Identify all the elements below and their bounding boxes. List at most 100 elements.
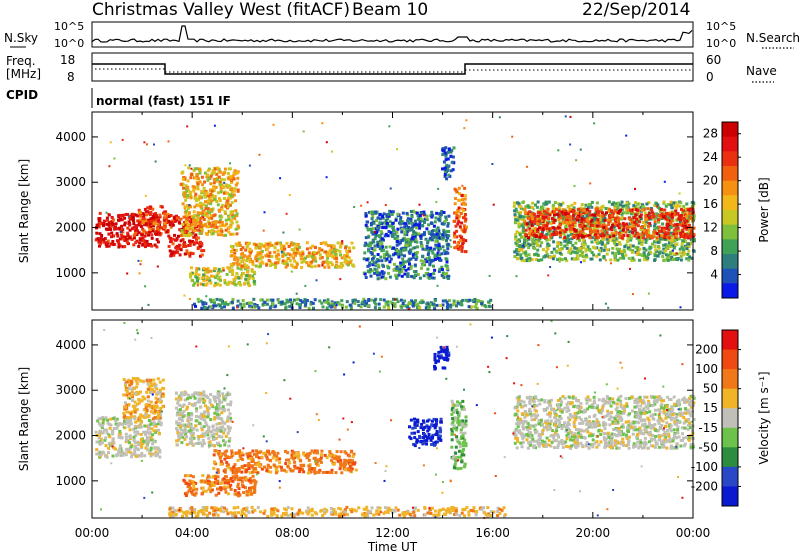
power-cell (415, 240, 419, 244)
power-cell (552, 240, 556, 244)
power-cell (561, 217, 565, 221)
power-cell (197, 228, 201, 232)
power-speckle (144, 285, 147, 288)
power-cell (439, 258, 443, 262)
power-cell (603, 243, 607, 247)
velocity-cell (108, 426, 112, 430)
power-cell (400, 230, 404, 234)
power-cell (365, 258, 369, 262)
power-cell (449, 150, 453, 154)
power-speckle (388, 125, 391, 128)
power-cell (653, 245, 657, 248)
power-cell (226, 196, 230, 200)
power-cell (588, 213, 592, 217)
velocity-cell (159, 423, 163, 427)
velocity-cell (149, 438, 153, 442)
power-cell (531, 201, 535, 205)
power-cell (299, 257, 303, 261)
velocity-cell (146, 437, 150, 441)
power-cell (377, 265, 381, 269)
velocity-cell (158, 455, 162, 459)
power-cell (197, 213, 200, 217)
power-cell (545, 211, 549, 215)
power-cell (202, 279, 206, 283)
velocity-cell (143, 397, 147, 401)
power-cell (234, 199, 237, 203)
velocity-cell (145, 403, 149, 407)
power-cell (276, 261, 280, 265)
velocity-cell (114, 447, 117, 451)
power-cell (460, 194, 464, 198)
power-cell (565, 246, 569, 250)
power-cell (611, 223, 615, 227)
power-cell (620, 250, 624, 253)
power-cell (449, 303, 453, 307)
power-cell (575, 247, 579, 251)
power-cell (374, 234, 378, 238)
velocity-cell (185, 407, 189, 411)
power-cell (257, 306, 261, 310)
power-cell (290, 248, 294, 252)
power-speckle (449, 239, 452, 242)
power-cell (208, 211, 212, 215)
power-speckle (108, 165, 111, 168)
power-speckle (263, 211, 266, 214)
velocity-cell (141, 395, 145, 399)
power-cell (410, 274, 414, 278)
power-cell (132, 213, 136, 216)
power-cell (529, 217, 533, 221)
velocity-cell (127, 396, 130, 400)
velocity-cell (145, 435, 149, 439)
power-cell (677, 217, 681, 221)
velocity-cell (126, 421, 130, 425)
power-cell (387, 214, 391, 218)
power-cell (552, 233, 556, 237)
power-cell (157, 219, 161, 222)
power-cell (210, 216, 214, 220)
power-cell (575, 251, 579, 255)
power-cell (567, 209, 571, 213)
power-cell (440, 265, 444, 269)
power-cell (681, 224, 685, 228)
power-speckle (569, 143, 572, 146)
power-cell (603, 230, 607, 234)
power-cell (682, 239, 686, 243)
power-cell (267, 258, 271, 262)
power-cell (525, 259, 529, 263)
power-cell (236, 258, 240, 262)
power-cell (454, 211, 458, 215)
velocity-cell (149, 410, 153, 414)
velocity-cell (135, 392, 139, 396)
velocity-cell (105, 455, 109, 459)
power-cell (513, 213, 517, 217)
power-cell (547, 244, 551, 247)
velocity-cell (142, 430, 146, 434)
power-cell (672, 223, 676, 227)
power-cell (399, 222, 403, 226)
velocity-cell (146, 424, 149, 428)
power-cell (653, 228, 657, 232)
power-cell (302, 259, 306, 263)
power-cell (645, 258, 649, 262)
power-cell (387, 254, 391, 258)
power-cell (357, 303, 361, 307)
power-cell (613, 228, 617, 232)
power-cell (525, 239, 529, 243)
power-cell (463, 224, 466, 228)
power-cell (553, 201, 557, 204)
power-cell (587, 215, 591, 219)
power-cell (671, 257, 675, 261)
power-cell (190, 266, 193, 270)
power-cell (372, 261, 376, 265)
power-cell (352, 246, 356, 250)
power-cell (476, 299, 480, 302)
power-cell (444, 146, 448, 150)
power-cell (102, 238, 106, 242)
power-cell (192, 283, 196, 287)
power-cell (145, 231, 149, 235)
power-cell (588, 234, 591, 238)
power-cell (642, 246, 646, 250)
power-cell (449, 154, 453, 158)
power-cell (517, 248, 521, 252)
